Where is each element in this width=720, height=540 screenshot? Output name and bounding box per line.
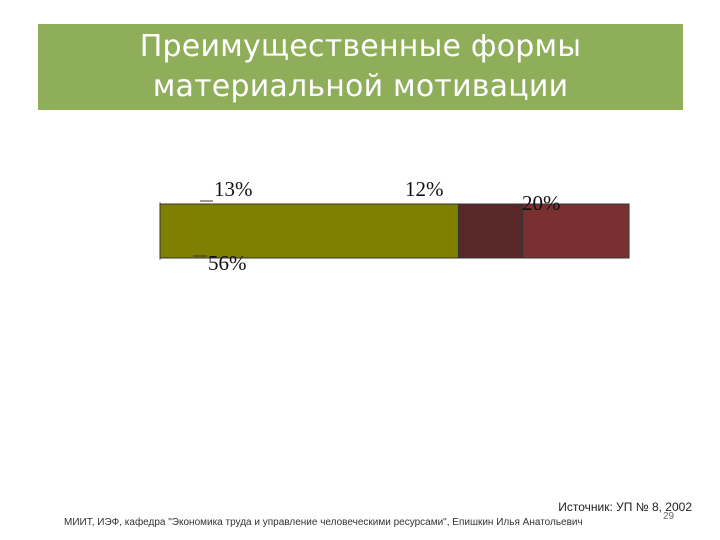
page-number: 29 <box>663 511 675 522</box>
slide-title-line-2: материальной мотивации <box>152 69 569 104</box>
slide-title-line-1: Преимущественные формы <box>139 29 582 64</box>
source-note: Источник: УП № 8, 2002 <box>558 500 692 514</box>
data-label-20: 20% <box>522 191 561 215</box>
bar-segment-12 <box>457 203 523 259</box>
footer-text: МИИТ, ИЭФ, кафедра "Экономика труда и уп… <box>64 517 583 528</box>
title-banner: Преимущественные формы материальной моти… <box>38 24 683 110</box>
bar-segment-56 <box>159 203 459 259</box>
data-label-56: 56% <box>208 251 247 275</box>
bar-segment-20 <box>521 203 630 259</box>
data-label-12: 12% <box>405 177 444 201</box>
data-label-13: 13% <box>214 177 253 201</box>
